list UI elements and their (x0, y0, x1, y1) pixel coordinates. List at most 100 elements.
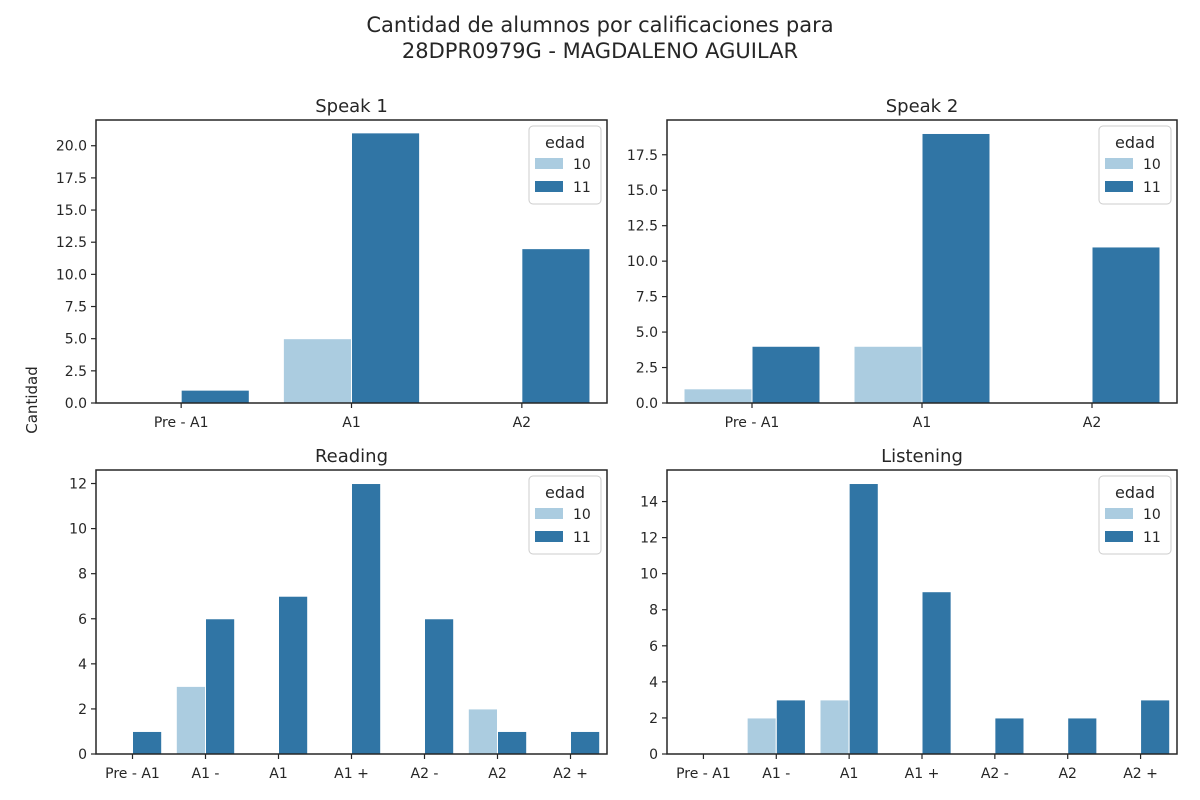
y-tick-label: 2.5 (65, 364, 87, 380)
chart-panel: Reading 0 2 4 6 8 10 12 Pre - A1 A1 - A1 A1 + A2 - A2… (69, 446, 608, 782)
legend: edad 10 11 (1098, 125, 1172, 205)
x-tick-label: A2 + (1123, 766, 1158, 782)
x-tick-label: A2 - (981, 766, 1009, 782)
y-tick-label: 12.5 (56, 235, 87, 251)
y-tick-label: 8 (78, 567, 87, 583)
axes-frame (95, 119, 608, 404)
legend-title: edad (545, 483, 585, 502)
legend-title: edad (1115, 133, 1155, 152)
chart-title: Speak 1 (315, 96, 388, 117)
legend-swatch (535, 158, 563, 169)
legend-swatch (535, 531, 563, 542)
y-tick-label: 6 (649, 639, 658, 655)
legend-label: 11 (573, 180, 591, 196)
chart-panel: Speak 2 0.0 2.5 5.0 7.5 10.0 12.5 15.0 17.5 Pre -… (627, 96, 1178, 431)
legend-label: 10 (573, 157, 591, 173)
y-tick-label: 2.5 (636, 361, 658, 377)
y-tick-label: 20.0 (56, 139, 87, 155)
x-tick-label: A2 (1083, 415, 1101, 431)
y-tick-label: 7.5 (636, 290, 658, 306)
bar (175, 685, 207, 755)
bar (994, 717, 1025, 755)
bar (1140, 699, 1171, 755)
y-tick-label: 10 (69, 522, 87, 538)
x-tick-label: A1 (342, 415, 360, 431)
legend-swatch (535, 508, 563, 519)
legend-title: edad (545, 133, 585, 152)
legend-swatch (535, 181, 563, 192)
y-tick-label: 0.0 (65, 396, 87, 412)
axes-frame (666, 119, 1178, 404)
axes-frame (666, 469, 1178, 755)
bar (132, 730, 163, 755)
bar (351, 483, 382, 755)
y-tick-label: 2 (649, 711, 658, 727)
bar (746, 717, 777, 755)
axes-frame (95, 469, 608, 755)
y-tick-label: 17.5 (627, 148, 658, 164)
y-tick-label: 7.5 (65, 300, 87, 316)
x-tick-label: A2 (1058, 766, 1076, 782)
y-tick-label: 15.0 (627, 183, 658, 199)
x-tick-label: A1 + (334, 766, 369, 782)
x-tick-label: A2 (488, 766, 506, 782)
bar (921, 132, 991, 404)
figure-title: Cantidad de alumnos por calificaciones p… (0, 12, 1200, 64)
legend: edad 10 11 (528, 125, 602, 205)
bar (521, 248, 591, 404)
bar (180, 389, 250, 404)
bar (853, 345, 923, 404)
y-tick-label: 8 (649, 603, 658, 619)
x-tick-label: A2 (513, 415, 531, 431)
bar (848, 483, 879, 755)
x-tick-label: A1 + (905, 766, 940, 782)
x-tick-label: A1 - (762, 766, 790, 782)
y-tick-label: 10.0 (627, 254, 658, 270)
y-tick-label: 14 (640, 495, 658, 511)
y-tick-label: 12.5 (627, 219, 658, 235)
x-tick-label: Pre - A1 (105, 766, 160, 782)
bar (497, 730, 528, 755)
figure-title-line-2: 28DPR0979G - MAGDALENO AGUILAR (401, 39, 799, 63)
x-tick-label: A1 (269, 766, 287, 782)
legend-swatch (1105, 181, 1133, 192)
chart-panel: Speak 1 0.0 2.5 5.0 7.5 10.0 12.5 15.0 17.5 20.0 P… (56, 96, 608, 431)
y-tick-label: 15.0 (56, 203, 87, 219)
bar (278, 595, 309, 755)
y-tick-label: 0 (78, 747, 87, 763)
y-tick-label: 10.0 (56, 267, 87, 283)
chart-title: Speak 2 (886, 96, 959, 117)
legend: edad 10 11 (1098, 475, 1172, 555)
legend-label: 11 (573, 530, 591, 546)
legend-swatch (1105, 158, 1133, 169)
y-tick-label: 12 (640, 531, 658, 547)
x-tick-label: Pre - A1 (154, 415, 209, 431)
x-tick-label: A2 - (411, 766, 439, 782)
x-tick-label: A1 (913, 415, 931, 431)
legend-label: 10 (1143, 157, 1161, 173)
chart-title: Reading (315, 446, 388, 467)
y-tick-label: 0.0 (636, 396, 658, 412)
bar (775, 699, 806, 755)
legend-label: 10 (573, 507, 591, 523)
y-tick-label: 2 (78, 702, 87, 718)
bar (683, 388, 753, 404)
x-tick-label: A1 - (192, 766, 220, 782)
bar (351, 132, 421, 404)
chart-panel: Listening 0 2 4 6 8 10 12 14 Pre - A1 A1 - A1 A1 + A2… (640, 446, 1178, 782)
y-tick-label: 4 (78, 657, 87, 673)
y-tick-label: 17.5 (56, 171, 87, 187)
bar (570, 730, 601, 755)
bar (424, 618, 455, 755)
y-tick-label: 0 (649, 747, 658, 763)
y-tick-label: 6 (78, 612, 87, 628)
bar (282, 338, 352, 404)
bar (819, 699, 850, 755)
y-tick-label: 5.0 (65, 332, 87, 348)
figure-title-line-1: Cantidad de alumnos por calificaciones p… (366, 13, 834, 37)
bar (467, 708, 498, 755)
x-tick-label: Pre - A1 (725, 415, 780, 431)
y-tick-label: 5.0 (636, 325, 658, 341)
legend-label: 11 (1143, 530, 1161, 546)
